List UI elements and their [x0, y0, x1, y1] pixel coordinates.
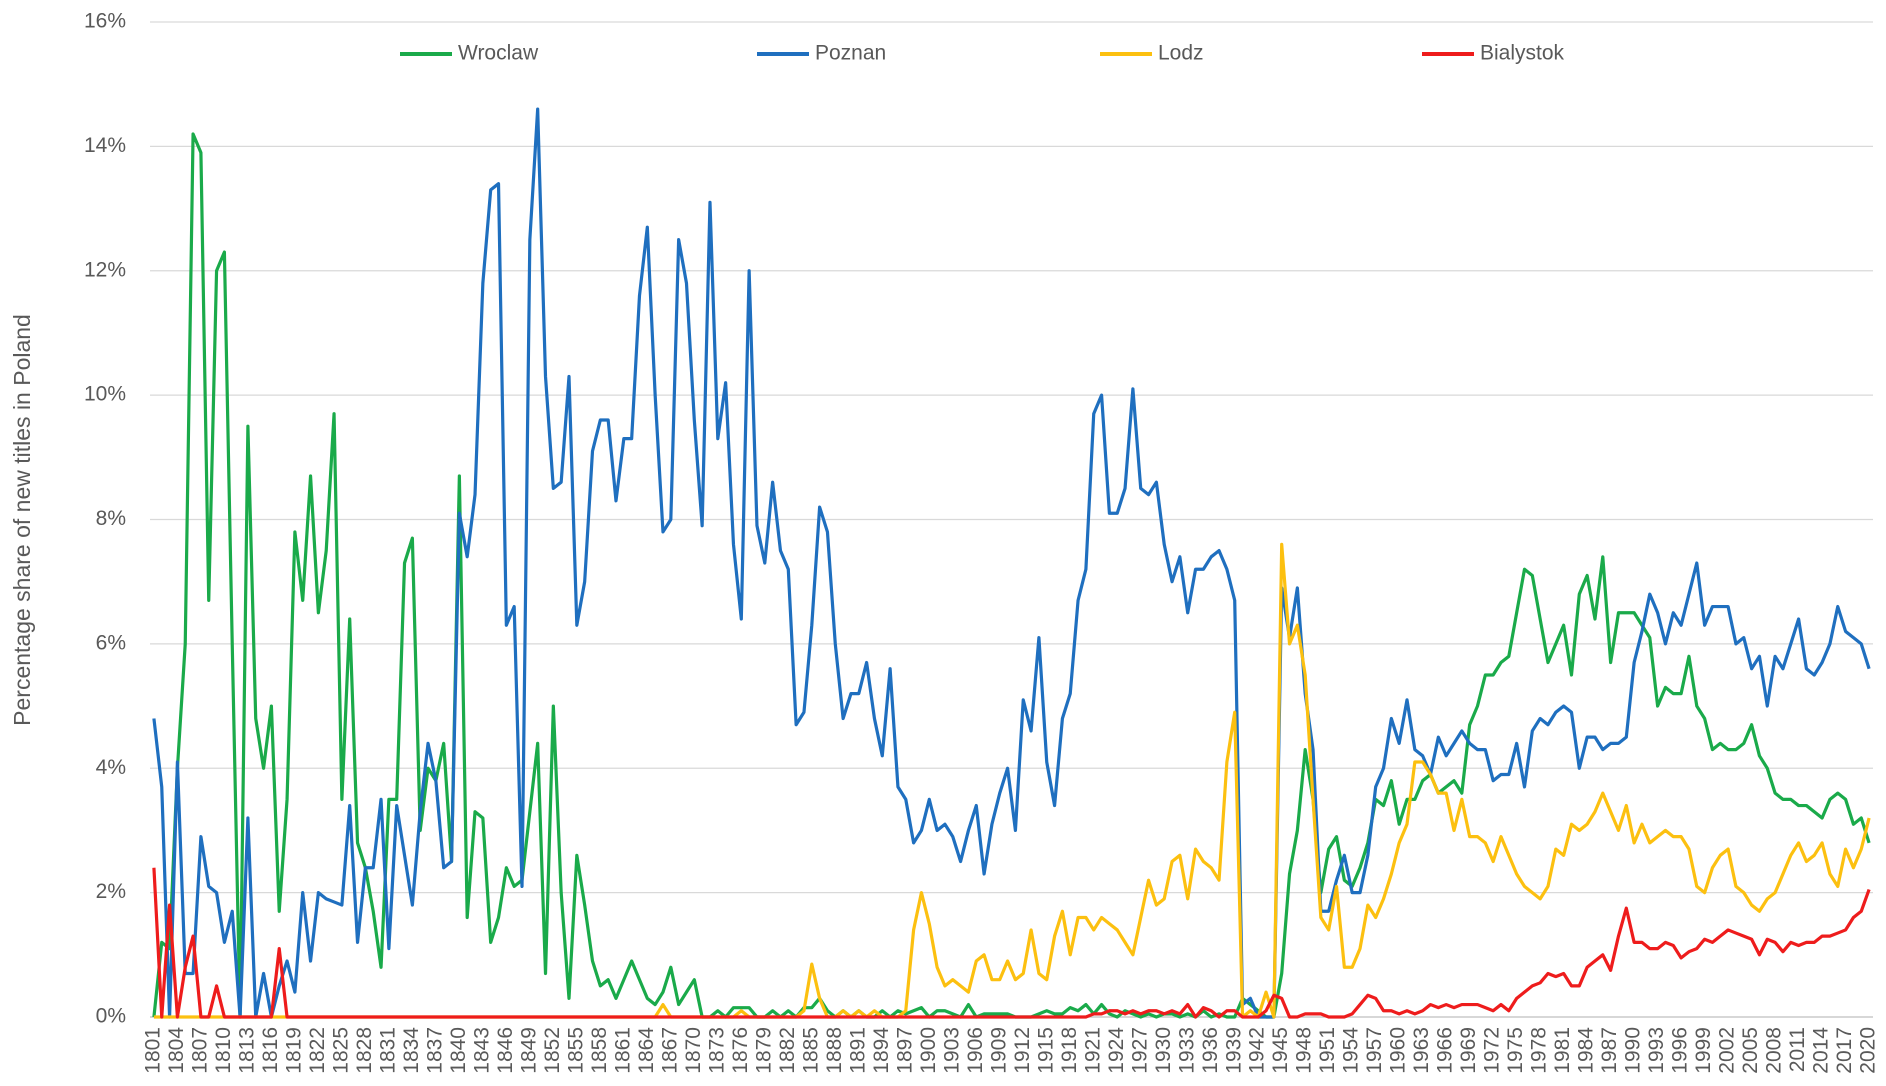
x-tick-label: 1927	[1128, 1027, 1151, 1074]
x-tick-label: 2005	[1739, 1027, 1762, 1074]
x-tick-label: 1807	[188, 1027, 211, 1074]
x-tick-label: 1843	[470, 1027, 493, 1074]
y-tick-label: 6%	[96, 631, 126, 654]
x-tick-label: 1885	[799, 1027, 822, 1074]
legend-label: Bialystok	[1480, 42, 1565, 65]
x-tick-label: 1870	[682, 1027, 705, 1074]
line-series	[152, 107, 1871, 1019]
line-series	[152, 867, 1871, 1019]
x-tick-label: 1912	[1011, 1027, 1034, 1074]
x-tick-label: 1876	[729, 1027, 752, 1074]
x-tick-label: 1960	[1387, 1027, 1410, 1074]
x-tick-label: 1999	[1692, 1027, 1715, 1074]
x-tick-label: 1963	[1410, 1027, 1433, 1074]
x-tick-label: 1951	[1316, 1027, 1339, 1074]
x-tick-label: 1939	[1222, 1027, 1245, 1074]
x-tick-label: 1873	[705, 1027, 728, 1074]
x-tick-label: 1918	[1058, 1027, 1081, 1074]
y-tick-label: 14%	[84, 134, 126, 157]
y-axis-label: Percentage share of new titles in Poland	[9, 314, 35, 726]
x-tick-label: 1831	[376, 1027, 399, 1074]
line-series	[153, 542, 1871, 1019]
x-tick-label: 1936	[1199, 1027, 1222, 1074]
x-tick-label: 1975	[1504, 1027, 1527, 1074]
x-tick-label: 2020	[1857, 1027, 1880, 1074]
x-tick-label: 1945	[1269, 1027, 1292, 1074]
y-tick-label: 12%	[84, 258, 126, 281]
y-tick-label: 8%	[96, 507, 126, 530]
x-tick-label: 1969	[1457, 1027, 1480, 1074]
x-tick-label: 1924	[1105, 1027, 1128, 1074]
x-tick-label: 1840	[447, 1027, 470, 1074]
x-tick-label: 2011	[1786, 1027, 1809, 1072]
x-tick-label: 2014	[1810, 1027, 1833, 1074]
x-tick-label: 1990	[1622, 1027, 1645, 1074]
x-tick-label: 1858	[588, 1027, 611, 1074]
x-tick-label: 1930	[1152, 1027, 1175, 1074]
x-tick-label: 1915	[1034, 1027, 1057, 1074]
x-tick-label: 1801	[141, 1027, 164, 1074]
x-tick-label: 1891	[846, 1027, 869, 1074]
line-series	[152, 132, 1871, 1019]
x-tick-label: 1933	[1175, 1027, 1198, 1074]
x-tick-label: 1948	[1293, 1027, 1316, 1074]
y-tick-label: 10%	[84, 383, 126, 406]
x-tick-label: 1813	[235, 1027, 258, 1074]
x-tick-label: 1966	[1434, 1027, 1457, 1074]
y-tick-label: 2%	[96, 880, 126, 903]
x-tick-label: 1906	[964, 1027, 987, 1074]
x-tick-label: 2002	[1716, 1027, 1739, 1074]
x-tick-label: 1819	[282, 1027, 305, 1074]
x-tick-label: 1861	[611, 1027, 634, 1074]
x-tick-label: 1987	[1598, 1027, 1621, 1074]
x-tick-label: 1852	[541, 1027, 564, 1074]
x-tick-label: 1834	[400, 1027, 423, 1074]
x-tick-label: 1825	[329, 1027, 352, 1074]
x-tick-label: 1888	[823, 1027, 846, 1074]
legend-label: Lodz	[1158, 42, 1204, 65]
y-tick-label: 0%	[96, 1005, 126, 1028]
x-tick-label: 2008	[1763, 1027, 1786, 1074]
x-tick-label: 1903	[940, 1027, 963, 1074]
x-tick-label: 1900	[917, 1027, 940, 1074]
x-tick-label: 1897	[893, 1027, 916, 1074]
x-tick-label: 1954	[1340, 1027, 1363, 1074]
y-tick-label: 16%	[84, 10, 126, 33]
x-tick-label: 1864	[635, 1027, 658, 1074]
x-tick-label: 1855	[564, 1027, 587, 1074]
x-tick-label: 1810	[212, 1027, 235, 1074]
y-tick-label: 4%	[96, 756, 126, 779]
legend-label: Wroclaw	[458, 42, 539, 65]
x-tick-label: 1972	[1481, 1027, 1504, 1074]
x-tick-label: 1867	[658, 1027, 681, 1074]
x-tick-label: 1981	[1551, 1027, 1574, 1074]
x-tick-label: 1921	[1081, 1027, 1104, 1074]
legend-label: Poznan	[815, 42, 886, 65]
x-tick-label: 1984	[1575, 1027, 1598, 1074]
x-tick-label: 1879	[752, 1027, 775, 1074]
x-tick-label: 1942	[1246, 1027, 1269, 1074]
x-tick-label: 1882	[776, 1027, 799, 1074]
x-tick-label: 1822	[306, 1027, 329, 1074]
x-tick-label: 1909	[987, 1027, 1010, 1074]
x-tick-label: 1816	[259, 1027, 282, 1074]
x-tick-label: 1837	[423, 1027, 446, 1074]
x-tick-label: 1846	[494, 1027, 517, 1074]
x-tick-label: 2017	[1833, 1027, 1856, 1074]
x-tick-label: 1996	[1669, 1027, 1692, 1074]
x-tick-label: 1849	[517, 1027, 540, 1074]
x-tick-label: 1804	[165, 1027, 188, 1074]
x-tick-label: 1957	[1363, 1027, 1386, 1074]
x-tick-label: 1894	[870, 1027, 893, 1074]
x-tick-label: 1828	[353, 1027, 376, 1074]
x-tick-label: 1978	[1528, 1027, 1551, 1074]
x-tick-label: 1993	[1645, 1027, 1668, 1074]
